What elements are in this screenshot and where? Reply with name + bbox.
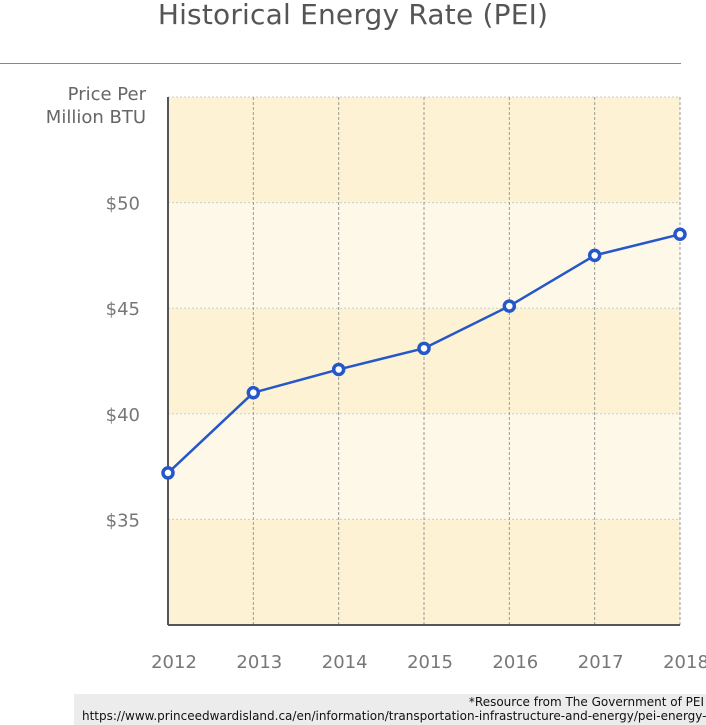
- chart-title: Historical Energy Rate (PEI): [157, 0, 549, 31]
- x-tick-label: 2014: [322, 652, 368, 673]
- data-point: [417, 341, 431, 356]
- source-footer: *Resource from The Government of PEI htt…: [74, 694, 706, 725]
- data-series: [161, 227, 687, 480]
- data-point: [502, 299, 517, 313]
- grid-lines: [168, 96, 681, 625]
- x-tick-label: 2013: [236, 652, 282, 673]
- data-point: [673, 227, 687, 242]
- x-tick-label: 2017: [578, 652, 624, 673]
- y-tick-label: $35: [106, 510, 140, 531]
- y-axis-label-line-1: Price Per: [67, 84, 146, 105]
- y-axis-label: Price Per Million BTU: [10, 83, 146, 129]
- y-tick-labels: $35 $40 $45 $50: [106, 194, 140, 532]
- title-divider: [0, 63, 681, 64]
- x-tick-label: 2016: [492, 652, 538, 673]
- source-note: *Resource from The Government of PEI: [468, 695, 704, 709]
- data-point: [161, 466, 175, 480]
- y-tick-label: $45: [106, 299, 140, 320]
- x-tick-label: 2015: [407, 652, 453, 673]
- source-url-link[interactable]: https://www.princeedwardisland.ca/en/inf…: [82, 709, 706, 723]
- plot-band: [168, 413, 680, 520]
- y-tick-label: $40: [106, 405, 140, 426]
- x-tick-labels: 2012 2013 2014 2015 2016 2017 2018: [151, 652, 706, 673]
- data-point: [246, 385, 261, 400]
- y-tick-label: $50: [106, 194, 140, 215]
- line-chart: $35$40$45$50 2012 2013 2014 2015 2016 2017 201…: [106, 96, 706, 673]
- x-tick-label: 2012: [151, 652, 197, 673]
- data-point: [587, 248, 602, 263]
- y-axis-label-line-2: Million BTU: [45, 107, 146, 128]
- data-point: [331, 362, 346, 377]
- x-tick-label: 2018: [663, 652, 706, 673]
- axes: [167, 97, 680, 626]
- plot-background-bands: [168, 97, 680, 625]
